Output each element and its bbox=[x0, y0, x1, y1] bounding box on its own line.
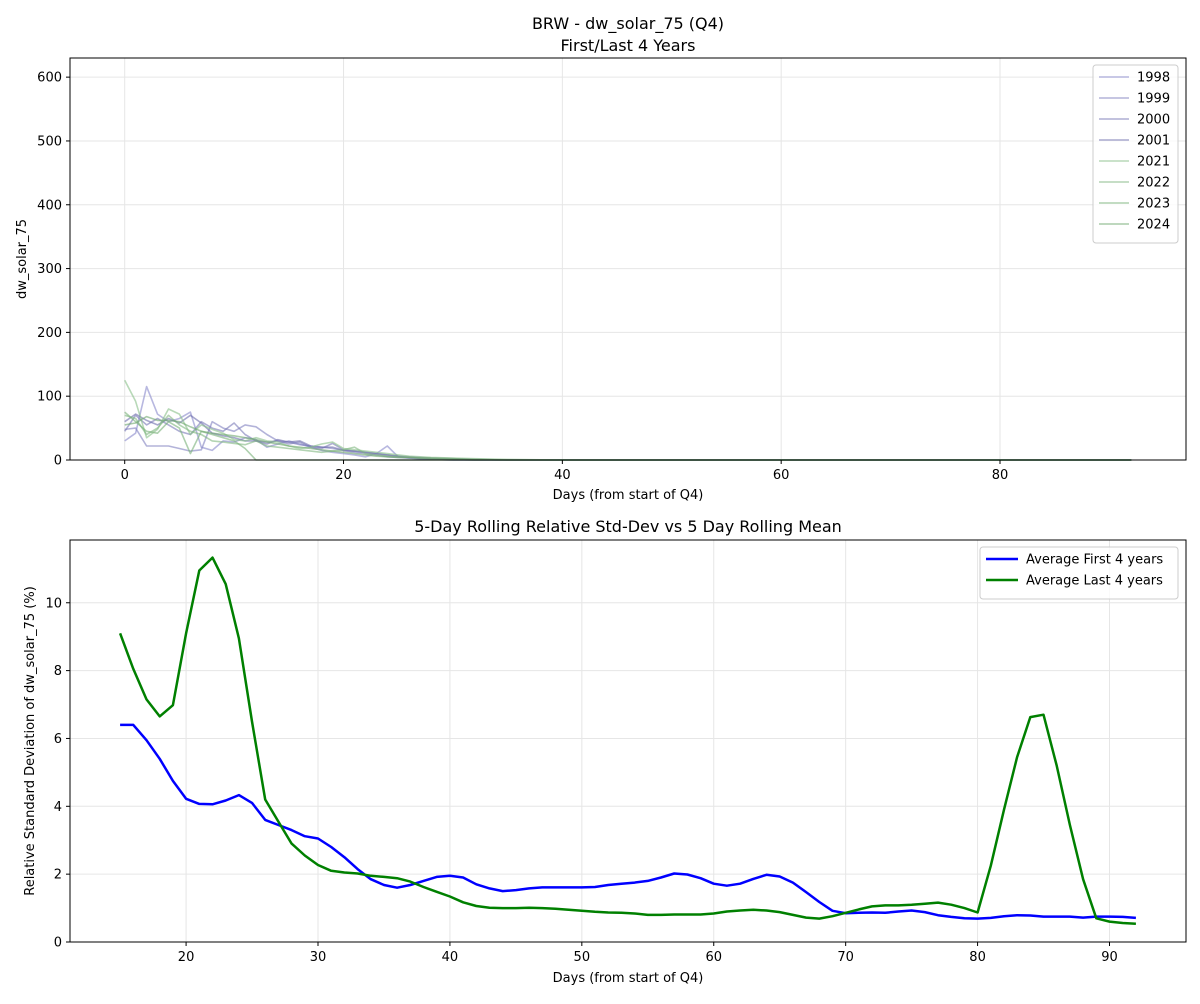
legend-label: 1999 bbox=[1137, 92, 1170, 107]
x-tick-label: 80 bbox=[992, 468, 1009, 483]
legend-label: 2001 bbox=[1137, 134, 1170, 149]
bottom-chart-x-label: Days (from start of Q4) bbox=[553, 971, 704, 986]
bottom-chart-title: 5-Day Rolling Relative Std-Dev vs 5 Day … bbox=[414, 517, 842, 536]
series-line-2021 bbox=[123, 379, 1132, 461]
top-chart: BRW - dw_solar_75 (Q4) First/Last 4 Year… bbox=[15, 14, 1187, 503]
top-chart-title: BRW - dw_solar_75 (Q4) bbox=[532, 14, 724, 34]
legend-box bbox=[979, 546, 1179, 600]
y-tick-label: 100 bbox=[37, 390, 62, 405]
series-line-average-last-4-years bbox=[118, 556, 1136, 925]
bottom-chart-ticks: 20 30 40 50 60 70 80 90 0 2 4 6 8 10 bbox=[45, 596, 1117, 965]
series-line-2001 bbox=[124, 413, 1132, 461]
top-chart-legend: 1998 1999 2000 2001 2021 2022 2023 2024 bbox=[1092, 64, 1179, 244]
legend-label: 2000 bbox=[1137, 113, 1170, 128]
top-chart-x-label: Days (from start of Q4) bbox=[553, 488, 704, 503]
series-line-2022 bbox=[124, 414, 1132, 461]
x-tick-label: 80 bbox=[969, 950, 986, 965]
top-chart-ticks: 0 20 40 60 80 0 100 200 300 400 500 600 bbox=[37, 71, 1008, 483]
top-chart-grid bbox=[70, 58, 1186, 461]
x-tick-label: 40 bbox=[554, 468, 571, 483]
top-chart-subtitle: First/Last 4 Years bbox=[561, 36, 696, 55]
y-tick-label: 4 bbox=[54, 800, 62, 815]
y-tick-label: 0 bbox=[54, 454, 62, 469]
y-tick-label: 0 bbox=[54, 936, 62, 951]
legend-label: 2024 bbox=[1137, 218, 1170, 233]
y-tick-label: 2 bbox=[54, 868, 62, 883]
x-tick-label: 40 bbox=[442, 950, 459, 965]
legend-label: 2021 bbox=[1137, 155, 1170, 170]
series-line-average-first-4-years bbox=[120, 723, 1136, 920]
x-tick-label: 20 bbox=[178, 950, 195, 965]
x-tick-label: 60 bbox=[705, 950, 722, 965]
x-tick-label: 30 bbox=[310, 950, 327, 965]
legend-label: Average Last 4 years bbox=[1026, 574, 1163, 589]
y-tick-label: 500 bbox=[37, 134, 62, 149]
y-tick-label: 600 bbox=[37, 71, 62, 86]
y-tick-label: 6 bbox=[54, 732, 62, 747]
series-line-1998 bbox=[124, 385, 1132, 461]
y-tick-label: 200 bbox=[37, 326, 62, 341]
x-tick-label: 50 bbox=[574, 950, 591, 965]
legend-box bbox=[1092, 64, 1179, 244]
y-tick-label: 300 bbox=[37, 262, 62, 277]
legend-label: 1998 bbox=[1137, 71, 1170, 86]
top-chart-frame bbox=[69, 57, 1187, 461]
top-chart-y-label: dw_solar_75 bbox=[15, 219, 30, 299]
bottom-chart-y-label: Relative Standard Deviation of dw_solar_… bbox=[23, 586, 38, 896]
x-tick-label: 70 bbox=[837, 950, 854, 965]
bottom-chart-legend: Average First 4 years Average Last 4 year… bbox=[979, 546, 1179, 600]
legend-label: 2022 bbox=[1137, 176, 1170, 191]
x-tick-label: 90 bbox=[1101, 950, 1118, 965]
x-tick-label: 60 bbox=[773, 468, 790, 483]
x-tick-label: 0 bbox=[121, 468, 129, 483]
bottom-chart-frame bbox=[69, 539, 1187, 943]
bottom-chart-grid bbox=[70, 540, 1186, 943]
top-chart-series bbox=[123, 379, 1132, 461]
bottom-chart: 5-Day Rolling Relative Std-Dev vs 5 Day … bbox=[23, 517, 1187, 986]
series-line-2023 bbox=[124, 411, 1132, 461]
legend-label: 2023 bbox=[1137, 197, 1170, 212]
series-line-2024 bbox=[124, 415, 1132, 461]
y-tick-label: 8 bbox=[54, 664, 62, 679]
y-tick-label: 400 bbox=[37, 198, 62, 213]
y-tick-label: 10 bbox=[45, 596, 62, 611]
legend-label: Average First 4 years bbox=[1026, 553, 1163, 568]
series-line-2000 bbox=[124, 414, 1132, 461]
bottom-chart-series bbox=[118, 556, 1136, 925]
x-tick-label: 20 bbox=[335, 468, 352, 483]
